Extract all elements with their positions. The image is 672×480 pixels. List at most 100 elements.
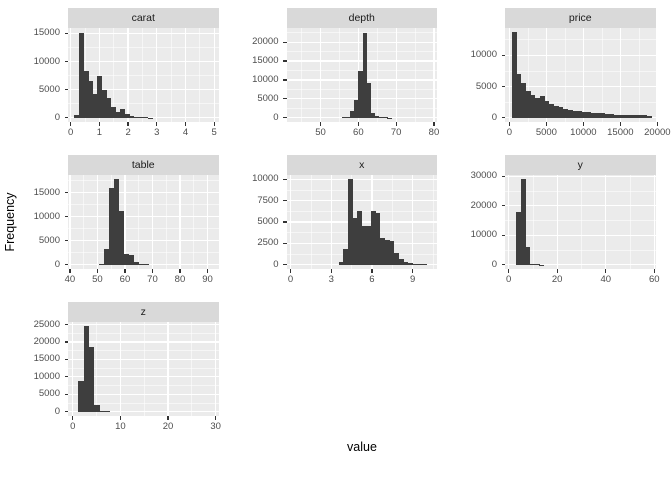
histogram-bar <box>398 258 404 265</box>
x-tick-label: 10000 <box>570 127 597 138</box>
x-tick-label: 10 <box>115 421 126 432</box>
y-tick-label: 0 <box>54 111 60 123</box>
y-tick-mark <box>283 79 287 81</box>
histogram-bar <box>525 247 531 265</box>
gridline-minor-vertical <box>143 322 145 416</box>
histogram-bar <box>553 106 559 118</box>
gridline-major-vertical <box>184 28 187 122</box>
gridline-minor-horizontal <box>68 180 219 182</box>
x-tick-label: 9 <box>409 274 416 285</box>
y-tick-label: 10000 <box>470 229 497 241</box>
y-tick-label: 15000 <box>33 27 60 39</box>
y-tick-mark <box>64 240 68 242</box>
gridline-major-horizontal <box>68 60 219 63</box>
facet-strip: depth <box>286 8 437 28</box>
histogram-bar <box>520 179 526 265</box>
x-tick-mark <box>184 122 187 126</box>
gridline-minor-horizontal <box>505 220 656 221</box>
histogram-bar <box>128 255 134 265</box>
histogram-bar <box>394 252 399 265</box>
y-tick-mark <box>64 89 68 91</box>
y-tick-mark <box>501 264 505 266</box>
gridline-minor-vertical <box>339 28 340 122</box>
gridline-major-vertical <box>124 175 126 269</box>
x-tick-label: 0 <box>505 274 512 285</box>
gridline-minor-horizontal <box>68 47 219 48</box>
gridline-major-vertical <box>582 28 584 122</box>
histogram-bar <box>362 33 367 118</box>
x-tick-mark <box>330 269 332 273</box>
x-tick-label: 50 <box>315 127 326 138</box>
histogram-bar <box>133 261 139 265</box>
y-tick-label: 30000 <box>470 170 497 182</box>
gridline-minor-horizontal <box>68 75 219 76</box>
gridline-minor-vertical <box>564 28 566 122</box>
y-tick-label: 10000 <box>470 49 497 61</box>
y-tick-mark <box>64 60 68 63</box>
x-tick-mark <box>582 122 584 126</box>
histogram-bar <box>642 115 648 118</box>
x-tick-mark <box>98 122 100 126</box>
gridline-minor-vertical <box>301 28 302 122</box>
histogram-bar <box>370 210 376 265</box>
x-tick-label: 0 <box>506 127 513 138</box>
histogram-bar <box>123 253 129 265</box>
x-tick-mark <box>119 416 121 420</box>
histogram-bar <box>646 115 652 118</box>
gridline-major-horizontal <box>68 240 219 242</box>
y-tick-mark <box>64 411 68 413</box>
y-tick-label: 25000 <box>33 318 60 330</box>
x-tick-mark <box>395 122 397 126</box>
histogram-bar <box>614 114 620 118</box>
x-tick-label: 60 <box>648 274 660 285</box>
facet-panel <box>286 28 437 122</box>
y-tick-label: 10000 <box>252 173 279 185</box>
histogram-bar <box>534 97 540 118</box>
facet-title: depth <box>348 12 375 24</box>
histogram-bar <box>590 112 596 118</box>
x-tick-mark <box>545 122 547 126</box>
histogram-bar <box>604 113 610 118</box>
y-tick-mark <box>64 393 68 395</box>
x-tick-label: 40 <box>64 274 76 285</box>
gridline-major-horizontal <box>68 341 219 343</box>
gridline-major-horizontal <box>68 89 219 91</box>
x-tick-mark <box>69 269 71 273</box>
x-tick-mark <box>357 122 359 126</box>
y-tick-label: 10000 <box>33 55 60 67</box>
gridline-major-vertical <box>179 175 181 269</box>
histogram-bar <box>113 179 119 265</box>
histogram-bar <box>366 226 372 265</box>
facet-strip: x <box>286 155 437 175</box>
y-tick-mark <box>501 234 505 236</box>
gridline-minor-vertical <box>638 28 640 122</box>
gridline-major-vertical <box>653 175 655 269</box>
histogram-bar <box>88 347 95 412</box>
histogram-bar <box>138 263 144 265</box>
x-axis-title: value <box>347 440 377 454</box>
gridline-major-vertical <box>72 322 74 416</box>
gridline-minor-vertical <box>629 175 631 269</box>
y-tick-label: 5000 <box>257 92 279 104</box>
gridline-major-horizontal <box>68 358 219 360</box>
facet-strip: price <box>505 8 656 28</box>
gridline-major-horizontal <box>505 85 656 88</box>
y-tick-label: 20000 <box>252 36 279 48</box>
y-tick-label: 10000 <box>252 73 279 85</box>
histogram-bar <box>347 179 353 265</box>
histogram-bar <box>97 76 103 118</box>
gridline-minor-horizontal <box>286 32 437 33</box>
facet-title: carat <box>131 12 155 24</box>
histogram-bar <box>548 104 554 118</box>
histogram-bar <box>129 116 135 118</box>
gridline-minor-horizontal <box>68 350 219 352</box>
x-tick-label: 6 <box>369 274 375 285</box>
gridline-minor-vertical <box>527 28 529 122</box>
gridline-major-horizontal <box>505 264 656 266</box>
gridline-minor-vertical <box>165 175 167 269</box>
facet-title: x <box>359 159 365 171</box>
y-tick-mark <box>283 60 287 62</box>
facet-panel <box>505 175 656 269</box>
y-tick-mark <box>283 200 287 202</box>
